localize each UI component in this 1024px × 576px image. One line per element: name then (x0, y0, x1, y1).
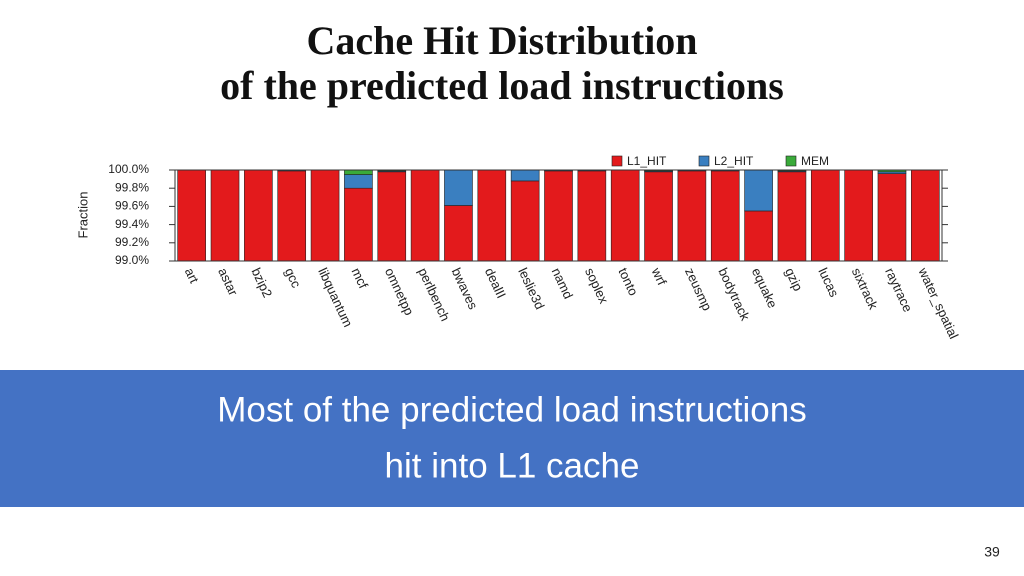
x-tick-label: art (182, 265, 202, 285)
bar-segment (577, 170, 607, 262)
x-tick-label: namd (549, 265, 576, 301)
x-tick-label: water_spatial (915, 264, 961, 341)
bar-segment (677, 170, 707, 262)
x-tick-label: equake (749, 265, 781, 310)
x-tick-label: soplex (582, 265, 612, 306)
legend-swatch (698, 155, 710, 167)
bar-segment (644, 171, 673, 262)
bar-segment (844, 169, 873, 262)
bar-segment (377, 171, 407, 262)
x-tick-label: bzip2 (249, 265, 276, 300)
bar-segment (744, 169, 773, 212)
bar-segment (610, 169, 640, 262)
y-tick-label: 99.8% (115, 180, 149, 194)
x-tick-label: omnetpp (382, 265, 417, 317)
y-tick-label: 99.2% (115, 235, 149, 249)
x-tick-label: gcc (282, 265, 304, 290)
bar-segment (310, 169, 340, 262)
y-tick-label: 99.4% (115, 217, 149, 231)
y-axis-label: Fraction (75, 192, 90, 239)
bar-segment (777, 171, 807, 262)
legend-label: L1_HIT (627, 154, 667, 168)
x-tick-label: sixtrack (849, 265, 881, 312)
bar-segment (344, 174, 373, 189)
bar-segment (277, 170, 307, 262)
y-tick-label: 100.0% (108, 162, 149, 176)
bar-segment (410, 169, 440, 262)
x-tick-label: tonto (615, 265, 641, 298)
bar-segment (444, 205, 473, 262)
bar-segment (544, 170, 573, 262)
x-tick-label: zeusmp (682, 265, 715, 313)
callout-box (0, 370, 1024, 507)
bar-segment (177, 169, 206, 262)
legend-label: L2_HIT (714, 154, 754, 168)
y-tick-label: 99.6% (115, 199, 149, 213)
bar-segment (744, 210, 773, 262)
bar-segment (911, 169, 940, 262)
legend-swatch (785, 155, 797, 167)
page-number: 39 (984, 544, 1000, 560)
bar-segment (444, 169, 473, 206)
x-tick-label: wrf (648, 264, 670, 287)
legend-label: MEM (801, 154, 829, 168)
x-tick-label: perlbench (415, 265, 453, 323)
slide-title: of the predicted load instructions (220, 63, 784, 108)
x-tick-label: libquantum (315, 265, 355, 329)
bar-segment (244, 169, 273, 262)
slide-title: Cache Hit Distribution (306, 18, 697, 63)
bar-segment (510, 169, 540, 182)
plot-frame (174, 169, 943, 262)
bar-segment (510, 180, 540, 262)
bar-segment (710, 170, 740, 262)
y-tick-label: 99.0% (115, 253, 149, 267)
bar-segment (210, 169, 240, 262)
x-tick-label: bwaves (449, 265, 481, 312)
legend-swatch (611, 155, 623, 167)
callout-text: Most of the predicted load instructions (217, 390, 806, 429)
bar-segment (344, 187, 373, 262)
bar-segment (877, 173, 907, 262)
x-tick-label: dealII (482, 265, 509, 300)
x-tick-label: gzip (782, 265, 806, 293)
x-tick-label: bodytrack (715, 265, 753, 323)
x-tick-label: mcf (349, 265, 372, 291)
x-tick-label: lucas (815, 265, 842, 299)
callout-text: hit into L1 cache (385, 446, 640, 485)
bar-segment (344, 169, 373, 175)
x-tick-label: raytrace (882, 265, 915, 314)
bar-segment (477, 169, 507, 262)
x-tick-label: leslie3d (515, 265, 547, 311)
x-tick-label: astar (215, 265, 241, 298)
bar-segment (810, 169, 840, 262)
